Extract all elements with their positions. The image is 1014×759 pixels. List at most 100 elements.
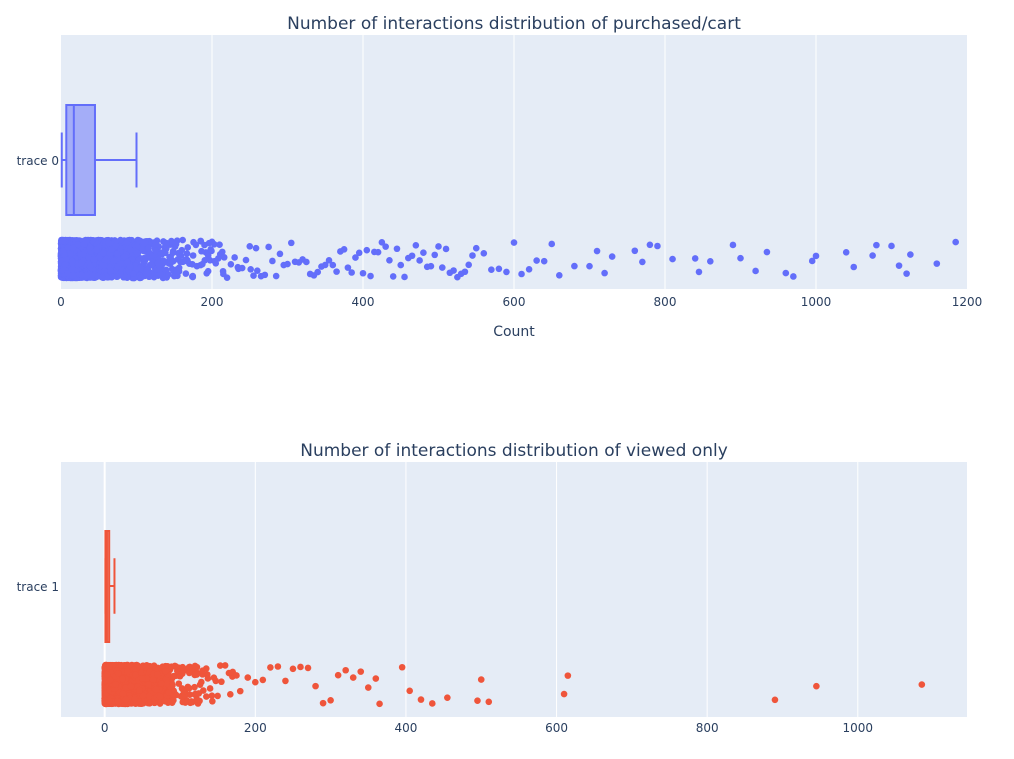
x-tick-label: 1000 — [801, 295, 832, 309]
data-point — [412, 241, 420, 249]
data-point — [907, 251, 914, 258]
data-point — [639, 258, 646, 266]
box-trace-0[interactable] — [57, 104, 959, 282]
data-point — [179, 236, 186, 244]
data-point — [533, 257, 540, 264]
data-point — [571, 262, 578, 270]
data-point — [850, 263, 858, 271]
data-point — [586, 262, 593, 270]
data-point — [303, 258, 310, 266]
data-point — [159, 249, 167, 256]
data-point — [145, 244, 152, 252]
data-point — [74, 241, 82, 248]
data-point — [207, 246, 214, 253]
data-point — [193, 262, 201, 270]
data-point — [261, 271, 269, 279]
data-point — [78, 271, 85, 279]
data-point — [96, 253, 103, 261]
data-point — [242, 256, 250, 264]
data-point — [416, 257, 423, 264]
data-point — [510, 239, 518, 246]
data-point — [69, 244, 77, 252]
data-point — [518, 270, 525, 278]
x-tick-label: 200 — [201, 295, 224, 309]
data-point — [420, 249, 427, 257]
data-point — [182, 270, 190, 277]
data-point — [144, 270, 152, 277]
data-point — [321, 261, 329, 269]
data-point — [86, 244, 94, 251]
data-point — [695, 268, 703, 276]
x-tick-label: 600 — [503, 295, 526, 309]
chart-title-1: Number of interactions distribution of p… — [287, 14, 741, 34]
data-point — [107, 267, 114, 275]
data-point — [186, 691, 194, 698]
data-point — [333, 268, 340, 275]
data-point — [378, 239, 386, 246]
data-point — [250, 272, 257, 279]
data-point — [435, 243, 442, 250]
data-point — [188, 273, 196, 280]
data-point — [68, 258, 76, 265]
data-point — [469, 252, 476, 259]
data-point — [209, 697, 216, 705]
data-point — [199, 260, 206, 268]
data-point — [160, 257, 167, 264]
data-point — [61, 261, 69, 269]
data-point — [367, 272, 374, 280]
data-point — [276, 250, 284, 258]
data-point — [86, 263, 94, 271]
data-point — [393, 245, 401, 253]
data-point — [152, 247, 159, 254]
data-point — [78, 259, 86, 267]
data-point — [556, 272, 563, 279]
data-point — [903, 270, 910, 277]
data-point — [80, 241, 88, 248]
data-point — [64, 270, 71, 277]
data-point — [121, 253, 129, 260]
x-tick-label: 400 — [352, 295, 375, 309]
data-point — [593, 247, 601, 255]
data-point — [130, 270, 137, 277]
data-point — [208, 238, 216, 246]
x-tick-label: 1200 — [952, 295, 983, 309]
data-point — [183, 250, 191, 257]
data-point — [227, 260, 235, 268]
data-point — [272, 272, 280, 280]
data-point — [198, 247, 205, 255]
data-point — [60, 237, 67, 245]
data-point — [631, 247, 639, 255]
data-point — [113, 273, 121, 280]
data-point — [363, 246, 371, 254]
y-category-label-trace-0: trace 0 — [17, 154, 59, 168]
data-point — [431, 251, 439, 259]
data-point — [691, 255, 699, 262]
data-point — [329, 261, 337, 269]
data-point — [488, 266, 495, 273]
data-point — [193, 671, 201, 678]
data-point — [85, 254, 93, 262]
data-point — [108, 246, 115, 253]
data-point — [495, 265, 503, 273]
data-point — [90, 256, 98, 263]
box-iqr[interactable] — [65, 104, 96, 216]
data-point — [174, 255, 182, 263]
data-point — [450, 267, 457, 274]
box-trace-1[interactable] — [101, 530, 926, 708]
data-point — [888, 242, 895, 250]
data-point — [148, 261, 155, 269]
data-point — [480, 249, 488, 257]
data-point — [203, 269, 210, 277]
data-point — [842, 248, 850, 256]
chart-panel-viewed-only: Number of interactions distribution of v… — [17, 441, 967, 735]
data-point — [548, 240, 556, 248]
data-point — [389, 273, 397, 280]
data-point — [208, 692, 216, 699]
data-point — [355, 249, 363, 257]
data-point — [287, 239, 295, 247]
x-tick-label: 0 — [57, 295, 65, 309]
data-point — [397, 261, 405, 269]
data-point — [114, 250, 121, 258]
data-point — [123, 239, 131, 246]
